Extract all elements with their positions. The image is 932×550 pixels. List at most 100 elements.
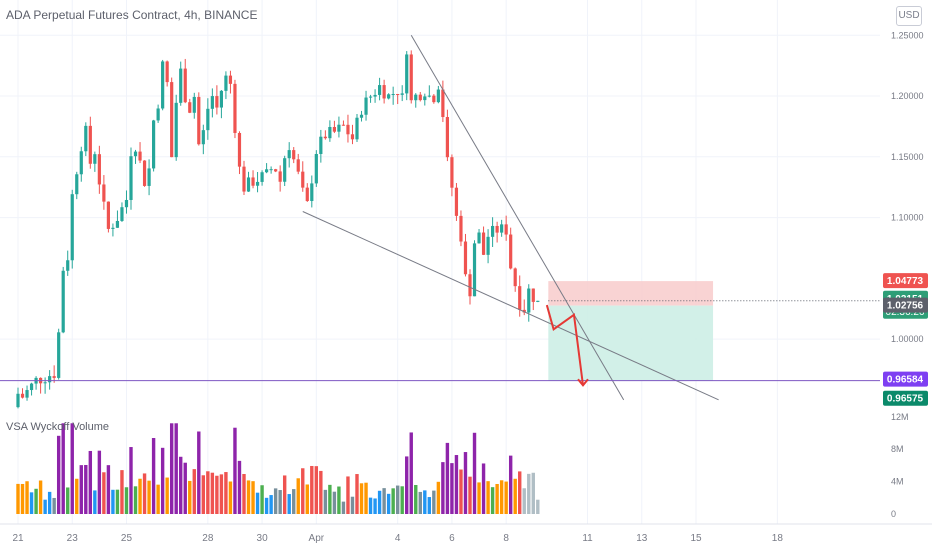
time-axis[interactable]: 21 23 25 28 30 Apr 4 6 8 11 13 15 18 — [12, 533, 783, 544]
volume-bar — [332, 491, 337, 514]
candle-body — [509, 234, 513, 269]
candle-body — [346, 124, 350, 135]
x-tick-label: 30 — [257, 533, 269, 544]
volume-bar — [88, 450, 93, 514]
candle-body — [382, 85, 386, 99]
badge-value: 0.96575 — [887, 394, 924, 405]
candle-body — [88, 125, 92, 164]
candle-body — [527, 288, 531, 313]
volume-tick-label: 8M — [891, 444, 904, 454]
volume-bar — [273, 488, 278, 514]
candle-body — [183, 68, 187, 103]
volume-bar — [228, 481, 233, 514]
volume-bar — [373, 498, 377, 514]
candle-body — [504, 224, 508, 235]
volume-bar — [66, 487, 70, 514]
volume-bar — [423, 490, 427, 514]
candle-body — [201, 130, 205, 145]
candle-body — [133, 151, 138, 157]
candle-body — [287, 150, 291, 159]
volume-bar — [174, 423, 178, 514]
candle-body — [43, 382, 47, 384]
volume-bars — [16, 423, 540, 514]
candle-body — [142, 160, 147, 186]
volume-bar — [201, 475, 206, 514]
candle-body — [481, 232, 486, 255]
candle-body — [70, 194, 74, 261]
volume-bar — [395, 485, 400, 514]
candle-body — [115, 220, 120, 228]
currency-button[interactable]: USD — [896, 6, 922, 26]
volume-bar — [536, 499, 540, 514]
volume-bar — [160, 447, 165, 514]
volume-bar — [377, 490, 382, 514]
badge-value: 1.04773 — [887, 276, 924, 287]
volume-bar — [142, 473, 147, 514]
candle-body — [314, 153, 318, 184]
x-tick-label: 6 — [449, 533, 455, 544]
volume-bar — [337, 486, 341, 514]
x-tick-label: 18 — [772, 533, 784, 544]
candle-body — [255, 181, 260, 186]
candle-body — [531, 288, 535, 302]
y-tick-label: 1.20000 — [891, 91, 924, 101]
volume-bar — [20, 483, 25, 514]
volume-bar — [527, 473, 531, 514]
candle-body — [423, 96, 427, 101]
candle-body — [468, 274, 472, 297]
candle-body — [106, 201, 110, 229]
candle-body — [16, 393, 20, 408]
candle-body — [224, 75, 228, 91]
volume-bar — [477, 482, 481, 514]
volume-bar — [508, 455, 513, 514]
candle-body — [29, 383, 34, 391]
candle-body — [120, 207, 124, 221]
volume-bar — [29, 492, 34, 514]
badge-value: 1.02756 — [887, 301, 924, 312]
volume-bar — [255, 492, 260, 514]
volume-bar — [52, 497, 56, 514]
candle-body — [174, 102, 178, 158]
candle-body — [228, 75, 233, 84]
volume-bar — [251, 481, 255, 514]
candle-body — [292, 150, 296, 160]
candle-body — [409, 54, 413, 101]
volume-tick-label: 4M — [891, 477, 904, 487]
volume-bar — [409, 432, 413, 514]
candle-body — [260, 172, 264, 182]
volume-bar — [188, 480, 192, 514]
volume-bar — [97, 450, 102, 514]
candle-body — [206, 108, 210, 131]
x-tick-label: 13 — [636, 533, 648, 544]
candle-body — [84, 125, 88, 152]
candle-body — [269, 169, 273, 171]
candle-body — [472, 243, 477, 297]
volume-bar — [305, 484, 309, 514]
price-axis[interactable]: 1.25000 1.20000 1.15000 1.10000 1.00000 12M 8M… — [891, 30, 924, 519]
badge-background — [883, 390, 928, 406]
candle-body — [265, 169, 269, 173]
candle-body — [418, 94, 422, 101]
volume-bar — [481, 463, 486, 514]
candle-body — [432, 95, 436, 103]
candle-body — [391, 93, 395, 95]
volume-bar — [495, 483, 499, 514]
candle-body — [156, 108, 160, 121]
candle-body — [192, 96, 196, 113]
candle-body — [441, 89, 445, 118]
volume-bar — [56, 435, 61, 514]
volume-indicator-label[interactable]: VSA Wyckoff Volume — [6, 421, 110, 433]
volume-tick-label: 0 — [891, 509, 896, 519]
candle-body — [341, 124, 346, 126]
candle-body — [350, 134, 355, 140]
volume-bar — [215, 475, 219, 514]
volume-bar — [237, 460, 242, 514]
price-badges: 1.047731.0315102:36:261.027560.965840.96… — [883, 273, 928, 406]
candle-body — [477, 232, 481, 244]
volume-bar — [414, 484, 418, 514]
volume-bar — [472, 432, 477, 514]
candle-body — [210, 96, 214, 109]
volume-bar — [61, 423, 65, 514]
candle-body — [283, 158, 287, 182]
